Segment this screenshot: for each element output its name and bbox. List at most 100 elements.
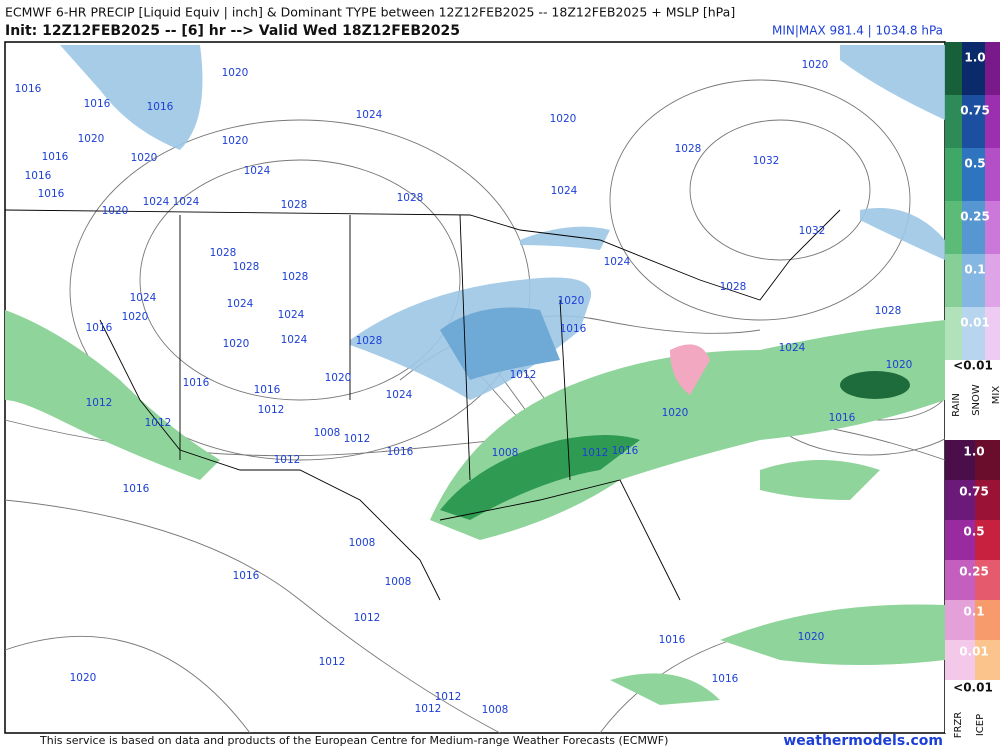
isobar-label: 1016 xyxy=(560,323,587,335)
isobar-label: 1028 xyxy=(210,247,237,259)
legend-level: 0.75 xyxy=(960,104,990,118)
legend-swatch xyxy=(962,254,985,307)
legend-swatch xyxy=(975,560,1000,600)
legend-level: 0.01 xyxy=(960,316,990,330)
isobar-label: 1008 xyxy=(349,537,376,549)
isobar-label: 1012 xyxy=(258,404,285,416)
isobar-label: 1024 xyxy=(356,109,383,121)
isobar-label: 1008 xyxy=(385,576,412,588)
isobar-label: 1024 xyxy=(278,309,305,321)
legend-swatch xyxy=(945,600,975,640)
legend-type: MIX xyxy=(991,386,1000,405)
legend-level: 0.5 xyxy=(963,525,984,539)
footer-brand: weathermodels.com xyxy=(783,733,943,749)
isobar-label: 1012 xyxy=(319,656,346,668)
isobar-label: 1024 xyxy=(227,298,254,310)
legend: 1.0 0.75 0.5 0.25 0.1 0.01 <0.01 RAIN SNOW MIX 1.0… xyxy=(945,42,1000,738)
isobar-label: 1024 xyxy=(551,185,578,197)
isobar-labels: 1020 1016 1016 1016 1024 1020 1020 1020 1016 1020… xyxy=(15,59,913,716)
map xyxy=(4,41,981,734)
isobar-label: 1024 xyxy=(779,342,806,354)
isobar-label: 1032 xyxy=(753,155,780,167)
legend-swatch xyxy=(962,95,985,148)
legend-level: 1.0 xyxy=(963,445,984,459)
isobar-label: 1016 xyxy=(147,101,174,113)
isobar-label: 1012 xyxy=(582,447,609,459)
isobar-label: 1012 xyxy=(354,612,381,624)
legend-swatch xyxy=(945,440,975,480)
heavy-rain xyxy=(440,371,910,520)
legend-type: SNOW xyxy=(971,384,982,416)
isobar-label: 1008 xyxy=(482,704,509,716)
legend-swatch xyxy=(945,95,962,148)
isobar-label: 1024 xyxy=(281,334,308,346)
isobar-label: 1016 xyxy=(38,188,65,200)
legend-swatch xyxy=(975,600,1000,640)
min-max: MIN|MAX 981.4 | 1034.8 hPa xyxy=(772,24,943,38)
mix-area xyxy=(670,344,710,395)
legend-below: <0.01 xyxy=(953,359,993,373)
legend-level: 0.1 xyxy=(963,605,984,619)
legend-swatch xyxy=(945,307,962,360)
isobar-label: 1008 xyxy=(314,427,341,439)
legend-swatch xyxy=(975,440,1000,480)
legend-swatch xyxy=(945,42,962,95)
isobar-label: 1032 xyxy=(799,225,826,237)
isobar-label: 1016 xyxy=(15,83,42,95)
isobar-label: 1020 xyxy=(550,113,577,125)
isobar-label: 1020 xyxy=(222,135,249,147)
isobar-label: 1016 xyxy=(123,483,150,495)
isobar-label: 1024 xyxy=(386,389,413,401)
isobar-label: 1016 xyxy=(612,445,639,457)
legend-swatch xyxy=(985,95,1000,148)
borders xyxy=(4,209,841,601)
isobar-label: 1020 xyxy=(223,338,250,350)
isobar-label: 1020 xyxy=(325,372,352,384)
snow-core xyxy=(440,307,560,380)
isobar-label: 1012 xyxy=(274,454,301,466)
legend-level: 0.25 xyxy=(959,565,989,579)
isobar-label: 1028 xyxy=(281,199,308,211)
legend-level: 1.0 xyxy=(964,51,985,65)
init-line: Init: 12Z12FEB2025 -- [6] hr --> Valid W… xyxy=(5,23,460,39)
legend-level: 0.01 xyxy=(959,645,989,659)
isobar-label: 1028 xyxy=(282,271,309,283)
isobar-label: 1016 xyxy=(84,98,111,110)
isobar-label: 1016 xyxy=(712,673,739,685)
legend-swatch xyxy=(945,201,962,254)
legend-swatch xyxy=(985,254,1000,307)
legend-swatch xyxy=(985,307,1000,360)
isobar-label: 1012 xyxy=(415,703,442,715)
isobar-label: 1028 xyxy=(720,281,747,293)
isobar-label: 1016 xyxy=(829,412,856,424)
legend-level: 0.25 xyxy=(960,210,990,224)
isobar-label: 1024 xyxy=(173,196,200,208)
legend-swatch xyxy=(945,560,975,600)
isobar-label: 1024 xyxy=(143,196,170,208)
legend-swatch xyxy=(985,42,1000,95)
legend-swatch xyxy=(985,148,1000,201)
isobar-label: 1020 xyxy=(886,359,913,371)
isobar-label: 1028 xyxy=(875,305,902,317)
isobar-label: 1028 xyxy=(356,335,383,347)
isobar-label: 1020 xyxy=(798,631,825,643)
isobar-label: 1028 xyxy=(397,192,424,204)
isobar-label: 1012 xyxy=(145,417,172,429)
isobar-label: 1020 xyxy=(70,672,97,684)
legend-swatch xyxy=(945,148,962,201)
legend-swatch xyxy=(945,480,975,520)
isobar-label: 1024 xyxy=(130,292,157,304)
isobar-label: 1016 xyxy=(254,384,281,396)
legend-swatch xyxy=(975,480,1000,520)
isobar-label: 1008 xyxy=(492,447,519,459)
isobar-label: 1012 xyxy=(344,433,371,445)
isobar-label: 1024 xyxy=(244,165,271,177)
legend-swatch xyxy=(975,520,1000,560)
legend-level: 0.1 xyxy=(964,263,985,277)
isobar-label: 1012 xyxy=(86,397,113,409)
isobar-label: 1016 xyxy=(659,634,686,646)
isobar-label: 1020 xyxy=(662,407,689,419)
isobar-label: 1024 xyxy=(604,256,631,268)
isobar-label: 1028 xyxy=(675,143,702,155)
legend-swatch xyxy=(962,42,985,95)
